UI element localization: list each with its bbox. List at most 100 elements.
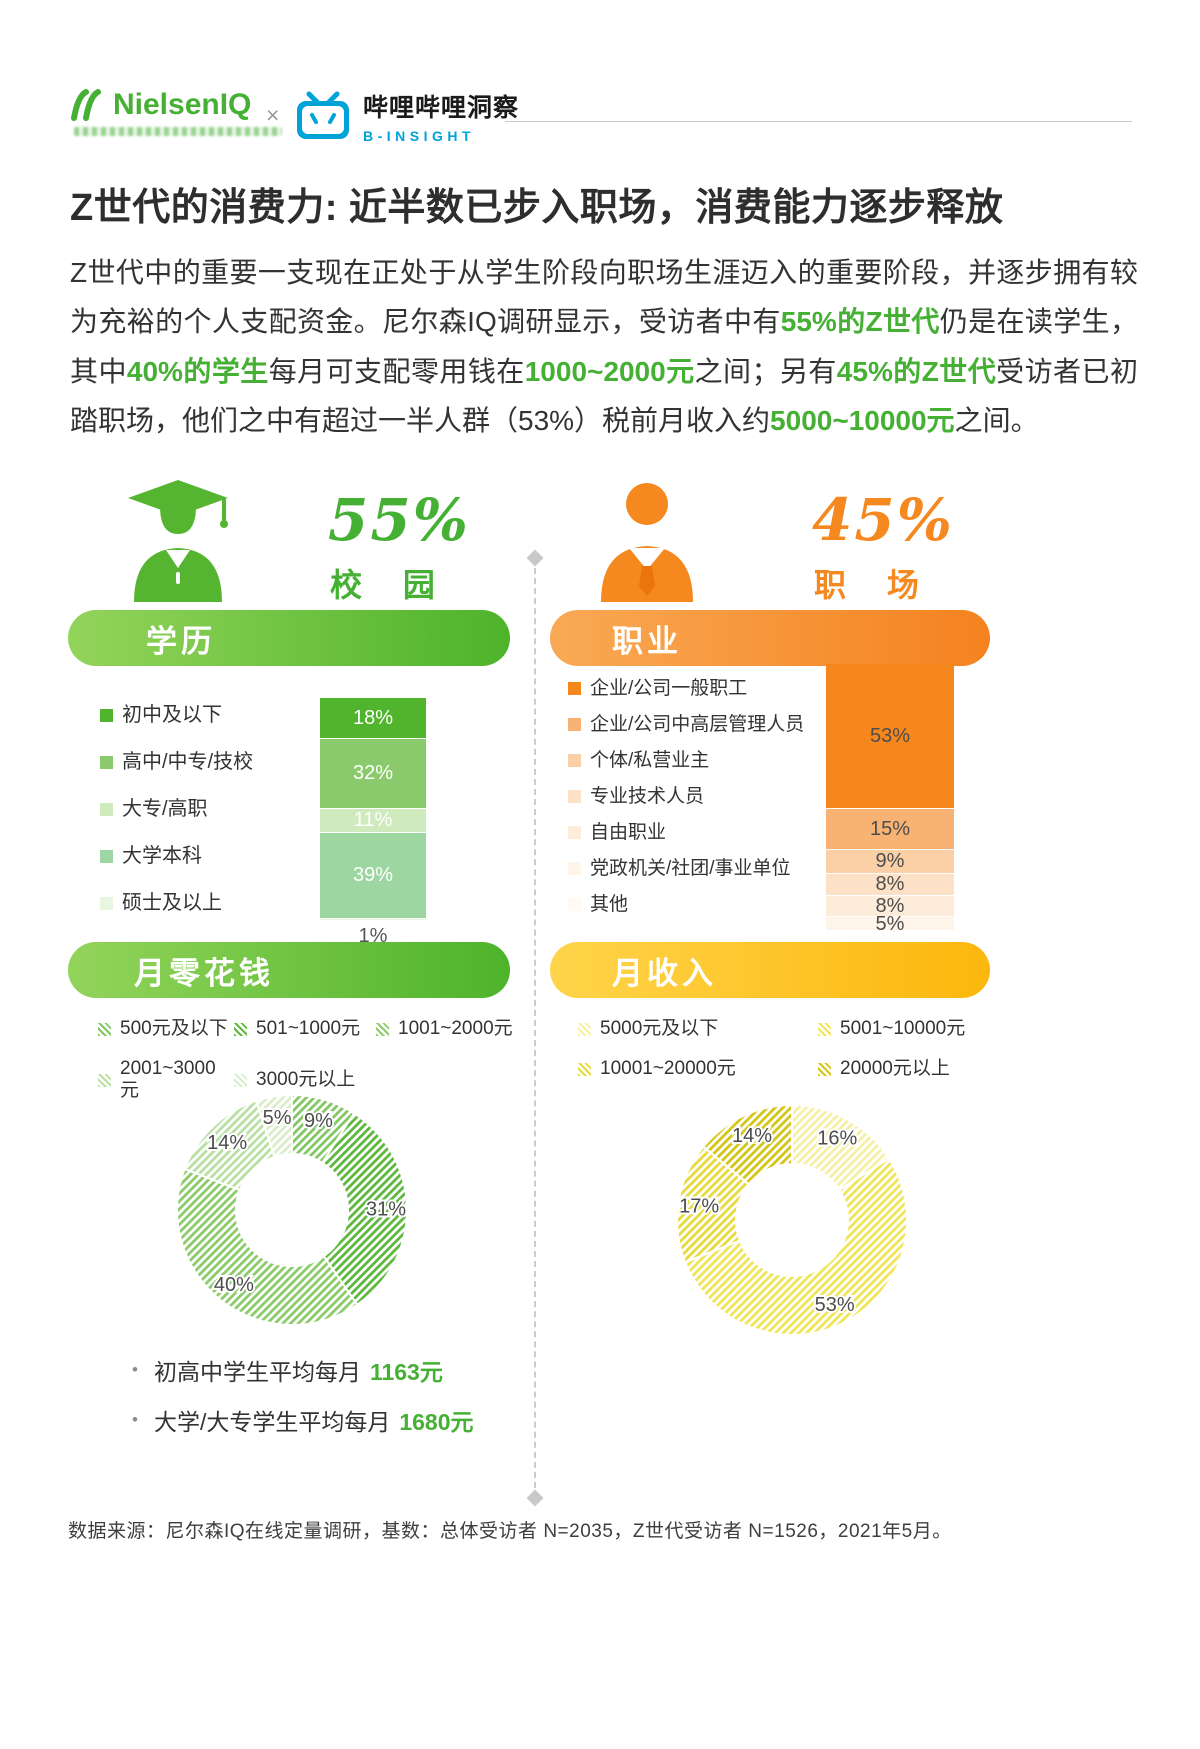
bar-segment: 15% [826, 807, 954, 849]
intro-text: 之间；另有 [694, 355, 837, 387]
legend-swatch [100, 849, 113, 863]
donut-label: 31% [366, 1199, 406, 1221]
bar-segment: 8% [826, 872, 954, 895]
intro-text: 之间。 [954, 404, 1039, 436]
intro-highlight: 40%的学生 [126, 355, 269, 387]
donut-segment [683, 1156, 908, 1336]
education-stacked-bar: 18% 32% 11% 39% 1% [320, 698, 426, 948]
education-banner-label: 学历 [146, 623, 216, 659]
legend-label: 1001~2000元 [398, 1018, 513, 1039]
pocket-money-donut-chart: 9% 31% 40% 14% 5% [176, 1093, 408, 1326]
legend-label: 5001~10000元 [840, 1018, 966, 1039]
legend-item: 硕士及以上 [100, 892, 253, 914]
intro-highlight: 55%的Z世代 [780, 306, 940, 338]
workplace-label: 职 场 [814, 567, 935, 603]
legend-item: 大专/高职 [100, 798, 253, 820]
bar-segment: 39% [320, 832, 426, 918]
bar-segment [320, 917, 426, 920]
diamond-bottom [526, 1489, 544, 1507]
bar-segment: 32% [320, 737, 426, 808]
legend-item: 500元及以下 [98, 1018, 234, 1040]
workplace-percent: 45% [812, 486, 954, 554]
legend-label: 党政机关/社团/事业单位 [590, 858, 791, 879]
bullet-icon: • [132, 1360, 138, 1379]
legend-item: 自由职业 [568, 822, 804, 843]
legend-item: 2001~3000元 [98, 1058, 234, 1102]
legend-item: 501~1000元 [234, 1018, 376, 1040]
intro-highlight: 1000~2000元 [524, 355, 695, 387]
legend-swatch [100, 896, 113, 910]
nielseniq-tagline-blur [74, 127, 282, 136]
nielseniq-icon [71, 89, 101, 121]
intro-paragraph: Z世代中的重要一支现在正处于从学生阶段向职场生涯迈入的重要阶段，并逐步拥有较为充… [70, 248, 1138, 445]
legend-label: 大学本科 [122, 845, 202, 867]
income-banner-label: 月收入 [612, 955, 717, 991]
legend-swatch [100, 755, 113, 769]
legend-swatch [568, 682, 581, 695]
occupation-bar-overflow-label [826, 935, 954, 957]
legend-item: 初中及以下 [100, 704, 253, 726]
legend-item: 大学本科 [100, 845, 253, 867]
donut-segment [320, 1111, 408, 1307]
intro-highlight: 45%的Z世代 [836, 355, 997, 387]
occupation-bar: 53% 15% 9% 8% 8% 5% [826, 664, 954, 933]
legend-label: 大专/高职 [122, 798, 208, 820]
donut-label: 5% [263, 1107, 292, 1129]
legend-label: 高中/中专/技校 [122, 751, 254, 773]
bar-segment: 5% [826, 914, 954, 933]
occupation-stacked-bar: 53% 15% 9% 8% 8% 5% [826, 664, 954, 957]
legend-swatch [818, 1062, 831, 1076]
education-bar: 18% 32% 11% 39% [320, 698, 426, 920]
page-title: Z世代的消费力: 近半数已步入职场，消费能力逐步释放 [70, 187, 1004, 229]
donut-label: 53% [815, 1294, 855, 1316]
businessman-icon [601, 483, 693, 602]
intro-text: Z世代中的重要一支现在正处于从学生阶段向职场生涯迈入的重要阶段，并逐步拥有较为充… [70, 257, 1138, 338]
graduate-icon [128, 480, 228, 602]
legend-item: 专业技术人员 [568, 786, 804, 807]
legend-label: 501~1000元 [256, 1018, 361, 1039]
note-value: 1680元 [399, 1409, 474, 1435]
legend-label: 硕士及以上 [122, 892, 222, 914]
nielseniq-logo: NielsenIQ [70, 88, 282, 136]
legend-swatch [234, 1022, 247, 1036]
note-text: 初高中学生平均每月 [153, 1359, 361, 1385]
legend-swatch [376, 1022, 389, 1036]
legend-item: 10001~20000元 [578, 1058, 818, 1080]
donut-segment [701, 1103, 793, 1186]
legend-label: 企业/公司中高层管理人员 [590, 714, 805, 735]
legend-swatch [568, 826, 581, 839]
legend-swatch [818, 1022, 831, 1036]
donut-label: 14% [207, 1132, 247, 1154]
bar-segment: 9% [826, 848, 954, 873]
legend-swatch [234, 1073, 247, 1087]
diamond-top [526, 549, 544, 567]
donut-label: 9% [304, 1110, 333, 1132]
legend-swatch [578, 1062, 591, 1076]
legend-swatch [100, 708, 113, 722]
legend-swatch [568, 718, 581, 731]
income-banner: 月收入 [550, 942, 990, 998]
bilibili-insight-en: B-INSIGHT [363, 128, 476, 144]
legend-label: 初中及以下 [122, 704, 222, 726]
legend-swatch [568, 862, 581, 875]
legend-swatch [100, 802, 113, 816]
brand-cross-separator: × [266, 102, 280, 128]
donut-segment [254, 1093, 293, 1159]
campus-percent: 55% [328, 486, 470, 554]
intro-text: 受访者已初踏职场，他们之中有超过一半人群（53%）税前月收入约 [70, 355, 1138, 436]
legend-item: 5000元及以下 [578, 1018, 818, 1040]
note-text: 大学/大专学生平均每月 [153, 1409, 391, 1435]
legend-item: 5001~10000元 [818, 1018, 965, 1040]
center-dashed-divider [526, 549, 544, 1507]
header-divider-line [505, 121, 1132, 122]
pocket-money-banner: 月零花钱 [68, 942, 510, 998]
pocket-money-legend: 500元及以下 501~1000元 1001~2000元 2001~3000元 3000… [98, 1018, 513, 1102]
bullet-icon: • [132, 1410, 138, 1429]
legend-swatch [568, 790, 581, 803]
legend-item: 1001~2000元 [376, 1018, 513, 1040]
legend-label: 10001~20000元 [600, 1058, 736, 1079]
legend-item: 个体/私营业主 [568, 750, 804, 771]
legend-label: 自由职业 [590, 822, 667, 843]
bilibili-insight-logo: 哔哩哔哩洞察 B-INSIGHT [294, 88, 519, 144]
